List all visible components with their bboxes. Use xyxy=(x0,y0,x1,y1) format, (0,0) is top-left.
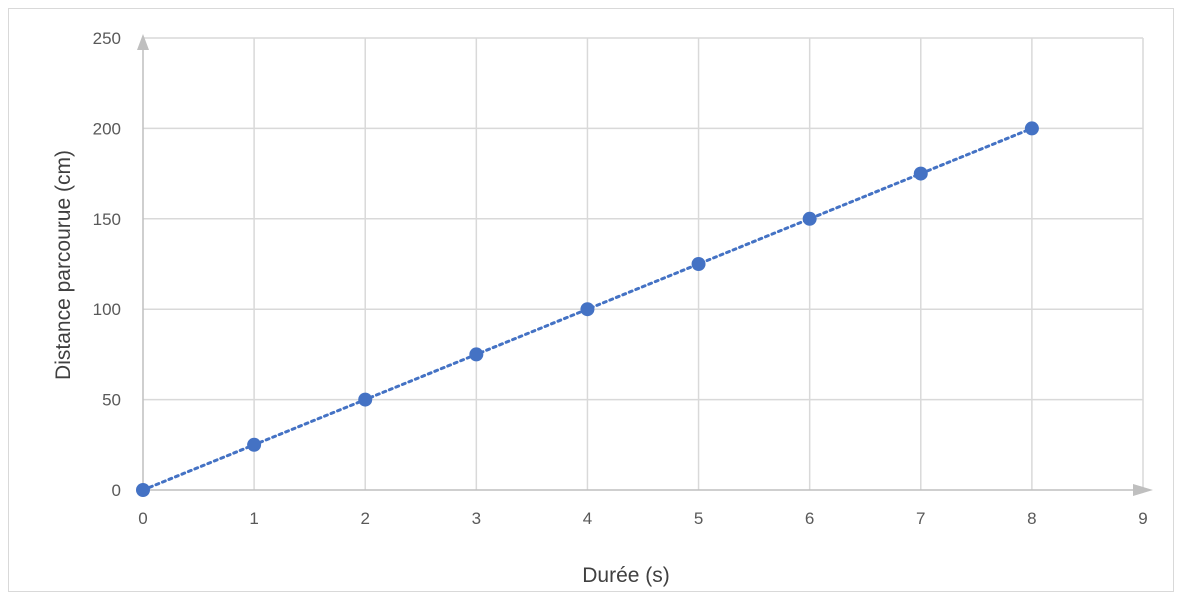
data-point xyxy=(691,257,706,271)
data-point xyxy=(469,347,484,362)
y-tick-label: 150 xyxy=(93,210,121,229)
data-point xyxy=(802,211,817,226)
data-point xyxy=(580,302,595,317)
grid-lines xyxy=(143,37,1144,490)
x-tick-label: 0 xyxy=(138,509,147,528)
data-point xyxy=(136,483,150,497)
data-points xyxy=(136,121,1039,497)
x-tick-label: 8 xyxy=(1027,509,1036,528)
x-tick-label: 2 xyxy=(360,509,369,528)
axes xyxy=(137,34,1153,496)
y-tick-label: 50 xyxy=(102,391,121,410)
y-tick-label: 100 xyxy=(93,300,121,319)
x-tick-label: 4 xyxy=(583,509,592,528)
x-tick-label: 7 xyxy=(916,509,925,528)
chart-frame xyxy=(8,8,1174,592)
x-tick-labels: 0 1 2 3 4 5 6 7 8 9 xyxy=(138,509,1147,528)
x-tick-label: 3 xyxy=(472,509,481,528)
data-point xyxy=(358,392,373,407)
data-point xyxy=(247,437,262,452)
y-tick-label: 0 xyxy=(112,481,121,500)
y-tick-label: 250 xyxy=(93,29,121,48)
x-tick-label: 1 xyxy=(249,509,258,528)
y-axis-arrow xyxy=(137,34,149,50)
data-point xyxy=(1024,121,1039,136)
x-tick-label: 6 xyxy=(805,509,814,528)
y-tick-label: 200 xyxy=(93,119,121,138)
data-point xyxy=(913,166,928,181)
x-axis-title: Durée (s) xyxy=(582,564,670,587)
x-tick-label: 9 xyxy=(1138,509,1147,528)
x-tick-label: 5 xyxy=(694,509,703,528)
x-axis-arrow xyxy=(1133,484,1153,496)
y-tick-labels: 0 50 100 150 200 250 xyxy=(93,29,121,500)
y-axis-title: Distance parcourue (cm) xyxy=(52,150,75,380)
